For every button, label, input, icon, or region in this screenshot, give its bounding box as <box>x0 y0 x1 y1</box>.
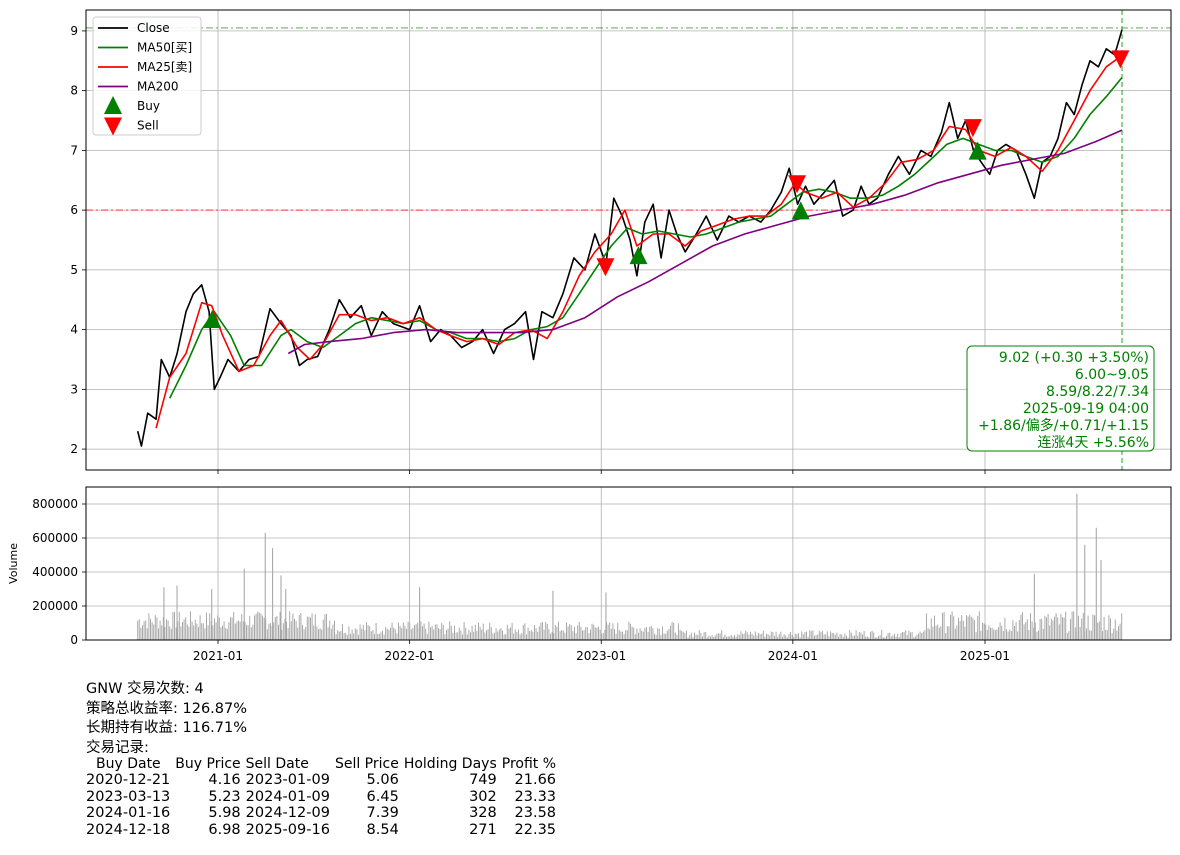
cell-sell-date: 2025-09-16 <box>245 821 330 838</box>
volume-tick-label: 0 <box>70 633 78 647</box>
cell-buy-price: 5.98 <box>208 805 241 821</box>
price-tick-label: 5 <box>70 263 78 277</box>
x-tick-label: 2025-01 <box>960 649 1010 663</box>
strategy-stats: GNW 交易次数: 4 策略总收益率: 126.87% 长期持有收益: 116.… <box>86 680 706 838</box>
cell-sell-date: 2024-12-09 <box>245 805 330 821</box>
volume-tick-label: 400000 <box>32 565 78 579</box>
stock-chart: 2 3 4 5 6 7 8 9 Close MA50[买] MA25[卖] MA200 Buy Sell 9… <box>7 9 1172 663</box>
volume-tick-label: 200000 <box>32 599 78 613</box>
series-line <box>155 54 1123 429</box>
cell-buy-price: 6.98 <box>208 821 241 838</box>
price-tick-label: 6 <box>70 203 78 217</box>
x-tick-label: 2024-01 <box>768 649 818 663</box>
info-box-line: 9.02 (+0.30 +3.50%) <box>999 350 1149 366</box>
legend-label: Buy <box>137 99 160 113</box>
cell-profit: 21.66 <box>514 772 557 788</box>
series-line <box>168 76 1123 399</box>
cell-sell-price: 7.39 <box>366 805 399 821</box>
legend-label: MA25[卖] <box>137 60 192 74</box>
sell-marker <box>963 119 982 138</box>
table-row: 2020-12-21 4.16 2023-01-09 5.06 749 21.6… <box>86 772 561 789</box>
cell-sell-price: 6.45 <box>366 788 399 805</box>
cell-holding-days: 302 <box>469 788 497 805</box>
info-box: 9.02 (+0.30 +3.50%)6.00~9.058.59/8.22/7.… <box>966 345 1155 452</box>
cell-holding-days: 749 <box>469 772 497 788</box>
trade-count: GNW 交易次数: 4 <box>86 681 204 697</box>
cell-profit: 23.58 <box>514 805 557 821</box>
sell-marker <box>596 258 615 277</box>
info-box-line: 连涨4天 +5.56% <box>1037 435 1149 451</box>
volume-axes-frame <box>85 486 1172 641</box>
legend-label: MA50[买] <box>137 41 192 55</box>
price-axes-frame <box>85 9 1172 471</box>
cell-profit: 22.35 <box>514 821 557 838</box>
cell-sell-date: 2023-01-09 <box>245 772 330 788</box>
cell-buy-date: 2020-12-21 <box>86 772 171 788</box>
buy-marker <box>791 201 810 220</box>
price-tick-label: 7 <box>70 143 78 157</box>
cell-buy-price: 4.16 <box>208 772 241 788</box>
buy-hold-return: 长期持有收益: 116.71% <box>86 720 248 736</box>
col-holding-days: Holding Days <box>403 756 497 772</box>
table-header-row: Buy Date Buy Price Sell Date Sell Price … <box>86 756 561 772</box>
legend-box <box>92 16 202 136</box>
col-buy-date: Buy Date <box>96 756 161 772</box>
table-row: 2024-01-16 5.98 2024-12-09 7.39 328 23.5… <box>86 805 561 822</box>
legend-label: Sell <box>137 119 159 133</box>
cell-holding-days: 271 <box>469 821 497 838</box>
legend-buy-swatch <box>104 96 122 114</box>
buy-marker <box>968 141 987 160</box>
cell-buy-date: 2024-01-16 <box>86 805 171 821</box>
cell-buy-price: 5.23 <box>208 788 241 805</box>
x-tick-label: 2021-01 <box>193 649 243 663</box>
volume-axis-label: Volume <box>7 543 20 584</box>
buy-marker <box>629 246 648 265</box>
table-row: 2023-03-13 5.23 2024-01-09 6.45 302 23.3… <box>86 789 561 806</box>
price-tick-label: 4 <box>70 323 78 337</box>
x-tick-label: 2023-01 <box>576 649 626 663</box>
legend-sell-swatch <box>104 117 122 136</box>
sell-marker <box>1111 50 1130 69</box>
volume-tick-label: 800000 <box>32 497 78 511</box>
trade-records-table: Buy Date Buy Price Sell Date Sell Price … <box>86 756 561 838</box>
col-profit: Profit % <box>501 756 557 772</box>
legend-label: MA200 <box>137 80 178 94</box>
volume-tick-label: 600000 <box>32 531 78 545</box>
sell-marker <box>788 175 807 194</box>
col-buy-price: Buy Price <box>175 756 241 772</box>
col-sell-date: Sell Date <box>245 756 309 772</box>
legend-label: Close <box>137 21 170 35</box>
volume-bars <box>137 493 1123 640</box>
series-line <box>287 129 1123 355</box>
cell-holding-days: 328 <box>469 805 497 821</box>
price-tick-label: 8 <box>70 84 78 98</box>
price-tick-label: 2 <box>70 442 78 456</box>
price-panel: 2 3 4 5 6 7 8 9 Close MA50[买] MA25[卖] MA200 Buy Sell 9… <box>70 9 1172 474</box>
col-sell-price: Sell Price <box>334 756 399 772</box>
info-box-frame <box>966 345 1155 452</box>
info-box-line: 6.00~9.05 <box>1075 367 1149 383</box>
info-box-line: +1.86/偏多/+0.71/+1.15 <box>978 417 1149 434</box>
cell-sell-price: 8.54 <box>366 821 399 838</box>
cell-buy-date: 2023-03-13 <box>86 788 171 805</box>
table-row: 2024-12-18 6.98 2025-09-16 8.54 271 22.3… <box>86 822 561 839</box>
strategy-total-return: 策略总收益率: 126.87% <box>86 700 248 717</box>
cell-buy-date: 2024-12-18 <box>86 821 171 838</box>
legend: Close MA50[买] MA25[卖] MA200 Buy Sell <box>92 16 202 136</box>
buy-marker <box>203 310 222 329</box>
cell-sell-date: 2024-01-09 <box>245 788 330 805</box>
cell-sell-price: 5.06 <box>366 772 399 788</box>
volume-panel: 0 200000 400000 600000 800000 2021-01 2022-01 2… <box>7 486 1172 663</box>
price-tick-label: 9 <box>70 24 78 38</box>
info-box-line: 2025-09-19 04:00 <box>1023 401 1149 417</box>
price-tick-label: 3 <box>70 382 78 396</box>
trade-records-label: 交易记录: <box>86 739 149 756</box>
x-tick-label: 2022-01 <box>385 649 435 663</box>
cell-profit: 23.33 <box>514 788 557 805</box>
info-box-line: 8.59/8.22/7.34 <box>1046 384 1149 400</box>
